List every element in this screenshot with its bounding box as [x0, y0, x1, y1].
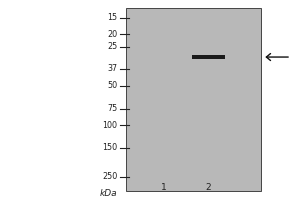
Text: 100: 100	[103, 121, 118, 130]
Text: 2: 2	[206, 183, 211, 192]
Text: 250: 250	[102, 172, 118, 181]
Text: 75: 75	[107, 104, 118, 113]
Text: 50: 50	[107, 81, 118, 90]
Text: 37: 37	[107, 64, 118, 73]
Text: 150: 150	[103, 143, 118, 152]
Text: kDa: kDa	[100, 189, 118, 198]
Text: 1: 1	[160, 183, 166, 192]
Text: 20: 20	[107, 30, 118, 39]
FancyBboxPatch shape	[192, 55, 225, 59]
Text: 25: 25	[107, 42, 118, 51]
Text: 15: 15	[107, 13, 118, 22]
FancyBboxPatch shape	[126, 8, 261, 191]
